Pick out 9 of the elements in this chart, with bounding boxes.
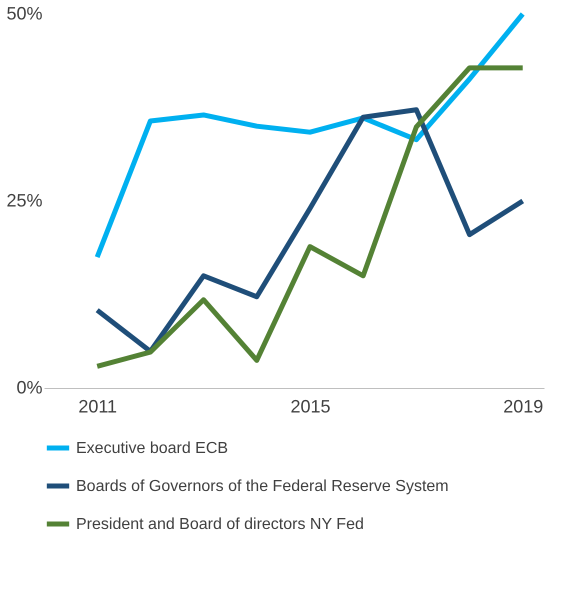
y-tick-label: 0% [16, 378, 42, 398]
y-tick-label: 25% [6, 190, 42, 210]
x-tick-label: 2011 [78, 396, 118, 416]
x-tick-label: 2015 [290, 396, 330, 416]
legend-label: President and Board of directors NY Fed [76, 516, 364, 533]
x-tick-label: 2019 [503, 396, 544, 416]
legend-label: Executive board ECB [76, 440, 228, 457]
legend-label: Boards of Governors of the Federal Reserve System [76, 478, 449, 495]
y-tick-label: 50% [6, 4, 42, 24]
